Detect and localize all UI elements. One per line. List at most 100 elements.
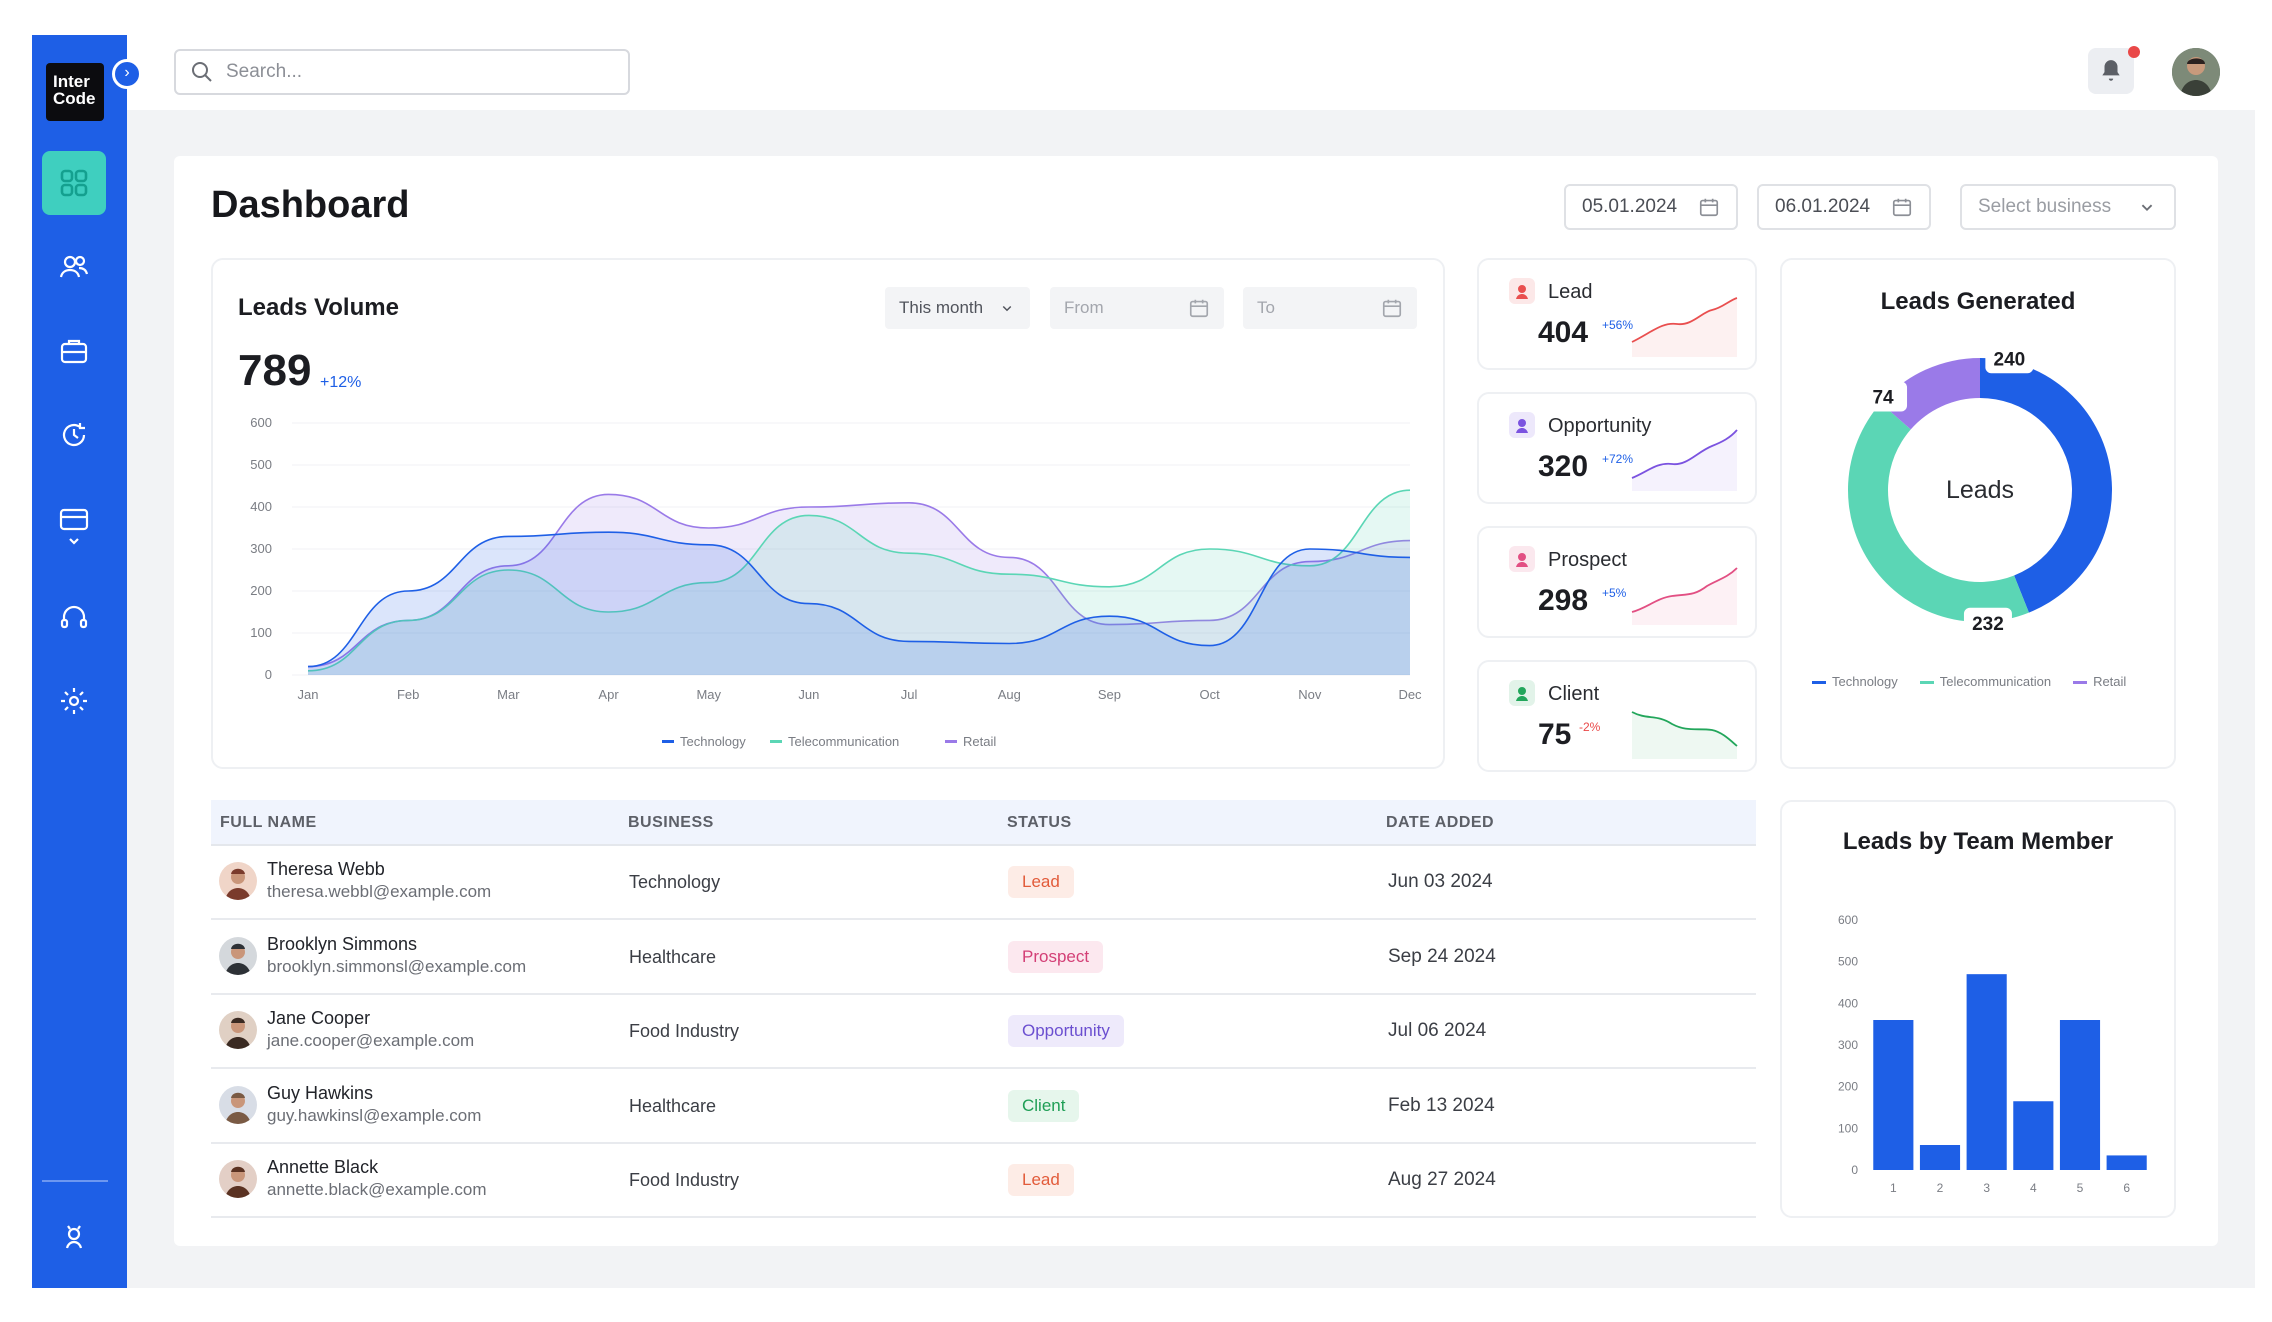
kpi-label: Opportunity bbox=[1548, 415, 1652, 437]
calendar-icon bbox=[1189, 299, 1209, 318]
status-badge: Lead bbox=[1008, 1164, 1074, 1196]
table-row[interactable]: Guy Hawkins guy.hawkinsl@example.com Hea… bbox=[211, 1070, 1756, 1144]
user-avatar[interactable] bbox=[2172, 48, 2220, 96]
kpi-change: -2% bbox=[1579, 720, 1601, 734]
series-area-technology bbox=[308, 532, 1410, 675]
prospect-icon bbox=[1509, 546, 1535, 572]
history-icon bbox=[62, 423, 86, 447]
kpi-value: 298 bbox=[1538, 584, 1589, 617]
notifications-button[interactable] bbox=[2088, 48, 2134, 94]
row-email: jane.cooper@example.com bbox=[267, 1031, 475, 1050]
legend-label: Telecommunication bbox=[788, 734, 899, 749]
row-date-added: Jun 03 2024 bbox=[1388, 871, 1493, 892]
col-date-added[interactable]: DATE ADDED bbox=[1386, 814, 1495, 831]
lead-icon bbox=[1509, 278, 1535, 304]
kpi-card-client[interactable] bbox=[1477, 660, 1757, 772]
sidebar-expand-button[interactable]: › bbox=[112, 59, 142, 89]
y-tick-label: 500 bbox=[250, 457, 272, 472]
from-placeholder: From bbox=[1064, 298, 1104, 317]
row-full-name: Jane Cooper bbox=[267, 1008, 371, 1028]
donut-slice-telecommunication bbox=[1848, 403, 2029, 622]
row-email: theresa.webbl@example.com bbox=[267, 882, 492, 901]
nav-profile[interactable] bbox=[42, 1205, 106, 1269]
kpi-change: +72% bbox=[1602, 452, 1634, 466]
avatar bbox=[219, 1160, 257, 1198]
date-to-picker[interactable]: 06.01.2024 bbox=[1757, 184, 1931, 230]
kpi-card-opportunity[interactable] bbox=[1477, 392, 1757, 504]
table-row[interactable]: Theresa Webb theresa.webbl@example.com T… bbox=[211, 846, 1756, 920]
date-from-picker[interactable]: 05.01.2024 bbox=[1564, 184, 1738, 230]
row-date-added: Sep 24 2024 bbox=[1388, 945, 1496, 967]
x-tick-label: Jun bbox=[798, 687, 819, 702]
col-status[interactable]: STATUS bbox=[1007, 814, 1072, 831]
legend-swatch bbox=[770, 740, 782, 743]
x-tick-label: May bbox=[696, 687, 721, 702]
table-row[interactable]: Annette Black annette.black@example.com … bbox=[211, 1144, 1756, 1218]
row-date-added: Aug 27 2024 bbox=[1388, 1169, 1496, 1190]
nav-support[interactable] bbox=[42, 585, 106, 649]
kpi-change: +5% bbox=[1602, 586, 1627, 600]
donut-center-label: Leads bbox=[1946, 476, 2014, 504]
kpi-value: 75 bbox=[1538, 718, 1572, 751]
legend-label: Retail bbox=[2093, 674, 2127, 689]
status-badge: Prospect bbox=[1008, 940, 1104, 973]
y-tick-label: 100 bbox=[1838, 1121, 1858, 1135]
donut-label-bg bbox=[1963, 607, 2012, 638]
nav-history[interactable] bbox=[42, 403, 106, 467]
leads-volume-value: 789 bbox=[238, 346, 312, 395]
card-icon bbox=[59, 508, 89, 545]
kpi-sparkline bbox=[1631, 567, 1738, 625]
donut-label-bg bbox=[1985, 343, 2034, 374]
x-tick-label: Nov bbox=[1298, 687, 1322, 702]
kpi-card-lead[interactable] bbox=[1477, 258, 1757, 370]
briefcase-icon bbox=[60, 339, 88, 364]
business-select[interactable]: Select business bbox=[1960, 184, 2176, 230]
client-icon bbox=[1509, 680, 1535, 706]
status-badge: Opportunity bbox=[1008, 1015, 1124, 1047]
table-row[interactable]: Brooklyn Simmons brooklyn.simmonsl@examp… bbox=[211, 921, 1756, 995]
nav-business[interactable] bbox=[42, 319, 106, 383]
search-input[interactable]: Search... bbox=[174, 49, 630, 95]
status-badge: Lead bbox=[1008, 866, 1074, 898]
x-tick-label: Feb bbox=[397, 687, 419, 702]
leads-volume-card bbox=[211, 258, 1445, 769]
nav-dashboard[interactable] bbox=[42, 151, 106, 215]
from-date-input[interactable]: From bbox=[1050, 287, 1224, 329]
table-row[interactable]: Jane Cooper jane.cooper@example.com Food… bbox=[211, 995, 1756, 1069]
bar bbox=[1873, 1020, 1914, 1170]
kpi-change: +56% bbox=[1602, 318, 1634, 332]
kpi-sparkline bbox=[1631, 711, 1738, 759]
y-tick-label: 400 bbox=[250, 499, 272, 514]
col-full-name[interactable]: FULL NAME bbox=[220, 814, 317, 831]
x-tick-label: Dec bbox=[1398, 687, 1422, 702]
x-tick-label: Jul bbox=[901, 687, 918, 702]
leads-volume-chart: 0 100 200 300 400 500 600 Jan Feb Mar Apr May Jun Jul… bbox=[250, 415, 1422, 749]
avatar bbox=[219, 1085, 257, 1124]
legend-item: Technology bbox=[1812, 674, 1898, 689]
logo-line-1: Inter bbox=[53, 72, 90, 91]
col-business[interactable]: BUSINESS bbox=[628, 814, 714, 831]
nav-users[interactable] bbox=[42, 235, 106, 299]
app-logo[interactable]: Inter Code bbox=[46, 63, 104, 121]
row-business: Food Industry bbox=[629, 1021, 740, 1041]
period-select[interactable]: This month bbox=[885, 287, 1030, 329]
series-area-telecommunication bbox=[308, 490, 1410, 675]
y-tick-label: 100 bbox=[250, 625, 272, 640]
team-member-title: Leads by Team Member bbox=[1842, 828, 2114, 855]
nav-billing[interactable] bbox=[42, 487, 106, 567]
y-tick-label: 300 bbox=[1838, 1038, 1858, 1052]
kpi-card-prospect[interactable] bbox=[1477, 526, 1757, 638]
x-tick-label: 1 bbox=[1890, 1181, 1897, 1195]
donut-slice-technology bbox=[1980, 358, 2112, 613]
bar bbox=[2106, 1155, 2147, 1170]
leads-generated-card bbox=[1780, 258, 2176, 769]
row-date-added: Jul 06 2024 bbox=[1388, 1020, 1487, 1041]
row-full-name: Annette Black bbox=[267, 1157, 379, 1177]
donut-value-label: 240 bbox=[1994, 349, 2026, 370]
donut-label-bg bbox=[1859, 381, 1908, 412]
to-date-input[interactable]: To bbox=[1243, 287, 1417, 329]
nav-settings[interactable] bbox=[42, 669, 106, 733]
y-tick-label: 200 bbox=[250, 583, 272, 598]
x-tick-label: 5 bbox=[2077, 1181, 2084, 1195]
headphones-icon bbox=[60, 605, 88, 629]
